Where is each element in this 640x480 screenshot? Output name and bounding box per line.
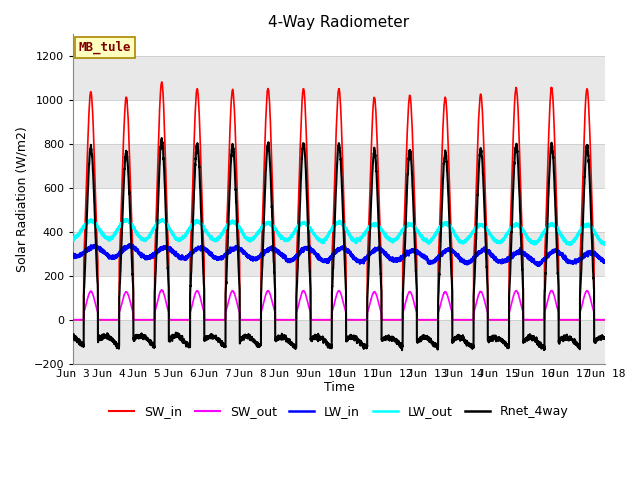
SW_out: [158, 287, 166, 293]
Title: 4-Way Radiometer: 4-Way Radiometer: [268, 15, 410, 30]
LW_out: [319, 238, 327, 244]
LW_in: [165, 245, 173, 251]
SW_out: [600, 317, 608, 323]
LW_out: [600, 240, 608, 245]
Rnet_4way: [488, 335, 496, 341]
SW_in: [319, 317, 327, 323]
SW_in: [165, 256, 173, 262]
LW_in: [535, 263, 543, 268]
SW_out: [319, 317, 327, 323]
Legend: SW_in, SW_out, LW_in, LW_out, Rnet_4way: SW_in, SW_out, LW_in, LW_out, Rnet_4way: [104, 400, 573, 423]
LW_out: [601, 242, 609, 248]
SW_out: [458, 317, 466, 323]
Rnet_4way: [398, 347, 406, 353]
SW_in: [488, 317, 496, 323]
Bar: [73, 320, 605, 364]
Rnet_4way: [165, 285, 173, 290]
LW_in: [127, 241, 134, 247]
X-axis label: Time: Time: [324, 382, 355, 395]
Line: LW_out: LW_out: [73, 219, 605, 245]
LW_in: [601, 259, 609, 264]
Rnet_4way: [600, 335, 608, 341]
Bar: [73, 144, 605, 188]
Rnet_4way: [319, 336, 327, 342]
Rnet_4way: [458, 335, 466, 340]
SW_in: [429, 317, 436, 323]
LW_in: [488, 252, 496, 258]
SW_in: [458, 317, 466, 323]
LW_out: [69, 236, 77, 241]
SW_in: [69, 317, 77, 323]
LW_out: [488, 233, 496, 239]
SW_in: [600, 317, 608, 323]
Bar: [73, 56, 605, 100]
Rnet_4way: [69, 332, 77, 338]
Line: Rnet_4way: Rnet_4way: [73, 138, 605, 350]
Rnet_4way: [429, 340, 436, 346]
SW_out: [165, 310, 173, 315]
Bar: [73, 232, 605, 276]
LW_in: [69, 251, 77, 257]
LW_in: [458, 259, 466, 264]
LW_out: [121, 216, 129, 222]
LW_out: [165, 224, 173, 230]
SW_in: [158, 79, 166, 85]
Line: LW_in: LW_in: [73, 244, 605, 265]
LW_in: [429, 259, 436, 265]
LW_out: [567, 242, 575, 248]
LW_out: [458, 240, 466, 246]
SW_in: [601, 317, 609, 323]
Rnet_4way: [158, 135, 166, 141]
Y-axis label: Solar Radiation (W/m2): Solar Radiation (W/m2): [15, 126, 28, 272]
Text: MB_tule: MB_tule: [79, 40, 131, 54]
SW_out: [69, 317, 77, 323]
SW_out: [601, 317, 609, 323]
SW_out: [488, 317, 496, 323]
LW_in: [319, 257, 327, 263]
Rnet_4way: [601, 334, 609, 340]
LW_in: [600, 258, 608, 264]
Line: SW_in: SW_in: [73, 82, 605, 320]
Line: SW_out: SW_out: [73, 290, 605, 320]
SW_out: [429, 317, 436, 323]
LW_out: [429, 237, 436, 243]
